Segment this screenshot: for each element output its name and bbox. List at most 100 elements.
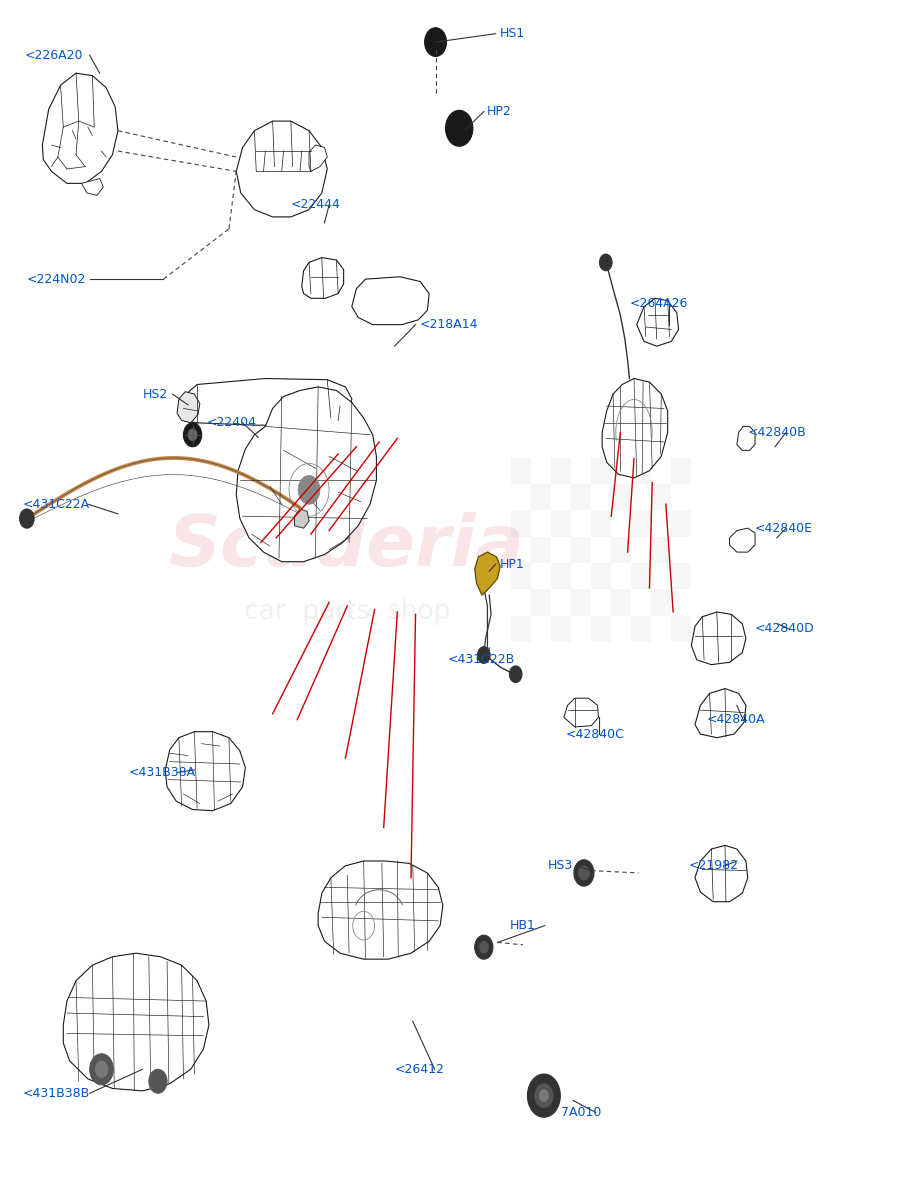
Polygon shape (302, 258, 343, 299)
Text: <224N02: <224N02 (26, 272, 86, 286)
Polygon shape (691, 612, 746, 665)
Circle shape (19, 509, 34, 528)
Polygon shape (475, 552, 500, 595)
Text: <22444: <22444 (291, 198, 341, 211)
Polygon shape (42, 73, 118, 184)
Text: <431B38B: <431B38B (22, 1087, 89, 1099)
Text: <42840B: <42840B (748, 426, 806, 439)
Bar (592, 457, 611, 484)
Bar (631, 457, 651, 484)
Circle shape (95, 1061, 108, 1078)
Circle shape (479, 941, 488, 953)
Polygon shape (165, 732, 246, 811)
Text: car  parts  shop: car parts shop (244, 599, 450, 625)
Bar (531, 589, 551, 616)
Polygon shape (236, 386, 376, 562)
Circle shape (425, 28, 446, 56)
Polygon shape (81, 179, 103, 196)
Bar (511, 563, 531, 589)
Bar (592, 563, 611, 589)
Text: HS1: HS1 (500, 28, 526, 41)
Circle shape (149, 1069, 167, 1093)
Polygon shape (564, 698, 599, 727)
Text: <42840E: <42840E (755, 522, 813, 535)
Circle shape (579, 865, 590, 880)
Polygon shape (352, 277, 429, 325)
Circle shape (430, 35, 441, 49)
Bar (511, 510, 531, 536)
Polygon shape (236, 121, 327, 217)
Bar (551, 510, 572, 536)
Polygon shape (695, 846, 748, 901)
Text: <42840A: <42840A (707, 713, 765, 726)
Bar (551, 563, 572, 589)
Text: <431B38A: <431B38A (129, 766, 196, 779)
Bar (511, 616, 531, 642)
Bar (671, 563, 691, 589)
Circle shape (535, 1084, 553, 1108)
Text: <21982: <21982 (688, 859, 739, 872)
Text: HS2: HS2 (142, 388, 168, 401)
Bar (572, 484, 592, 510)
Bar (671, 616, 691, 642)
Polygon shape (63, 953, 209, 1091)
Bar (611, 536, 631, 563)
Polygon shape (318, 860, 443, 959)
Bar (531, 536, 551, 563)
Text: <264A26: <264A26 (629, 296, 687, 310)
Circle shape (89, 1054, 113, 1085)
Circle shape (446, 110, 473, 146)
Circle shape (477, 647, 490, 664)
Polygon shape (177, 391, 200, 422)
Circle shape (452, 119, 467, 138)
Bar (592, 510, 611, 536)
Bar (631, 510, 651, 536)
Polygon shape (309, 145, 327, 172)
Text: 7A010: 7A010 (561, 1106, 602, 1118)
Circle shape (188, 428, 197, 440)
Bar (511, 457, 531, 484)
Text: <431C22A: <431C22A (22, 498, 89, 511)
Circle shape (540, 1090, 549, 1102)
Bar (671, 510, 691, 536)
Circle shape (299, 475, 320, 504)
Text: HP1: HP1 (499, 558, 524, 570)
Bar (611, 589, 631, 616)
Bar (551, 457, 572, 484)
Bar (631, 616, 651, 642)
Text: HS3: HS3 (548, 859, 572, 872)
Text: HB1: HB1 (509, 919, 535, 932)
Bar (631, 563, 651, 589)
Bar (671, 457, 691, 484)
Polygon shape (179, 378, 352, 425)
Text: <26412: <26412 (394, 1063, 445, 1076)
Circle shape (574, 859, 594, 886)
Polygon shape (737, 426, 755, 450)
Bar (611, 484, 631, 510)
Circle shape (600, 254, 612, 271)
Circle shape (475, 935, 493, 959)
Circle shape (184, 422, 202, 446)
Polygon shape (695, 689, 746, 738)
Bar (651, 589, 671, 616)
Bar (592, 616, 611, 642)
Bar (572, 536, 592, 563)
Polygon shape (603, 378, 667, 478)
Circle shape (509, 666, 522, 683)
Text: <42840C: <42840C (566, 727, 624, 740)
Bar (651, 484, 671, 510)
Bar (651, 536, 671, 563)
Bar (551, 616, 572, 642)
Text: <42840D: <42840D (755, 623, 814, 635)
Polygon shape (636, 299, 678, 346)
Text: <218A14: <218A14 (420, 318, 478, 331)
Text: <226A20: <226A20 (24, 49, 83, 61)
Circle shape (528, 1074, 561, 1117)
Text: <431C22B: <431C22B (447, 653, 515, 666)
Polygon shape (295, 509, 309, 528)
Text: HP2: HP2 (487, 106, 511, 118)
Polygon shape (729, 528, 755, 552)
Text: <22404: <22404 (206, 416, 257, 430)
Text: Scuderia: Scuderia (169, 511, 525, 581)
Bar (572, 589, 592, 616)
